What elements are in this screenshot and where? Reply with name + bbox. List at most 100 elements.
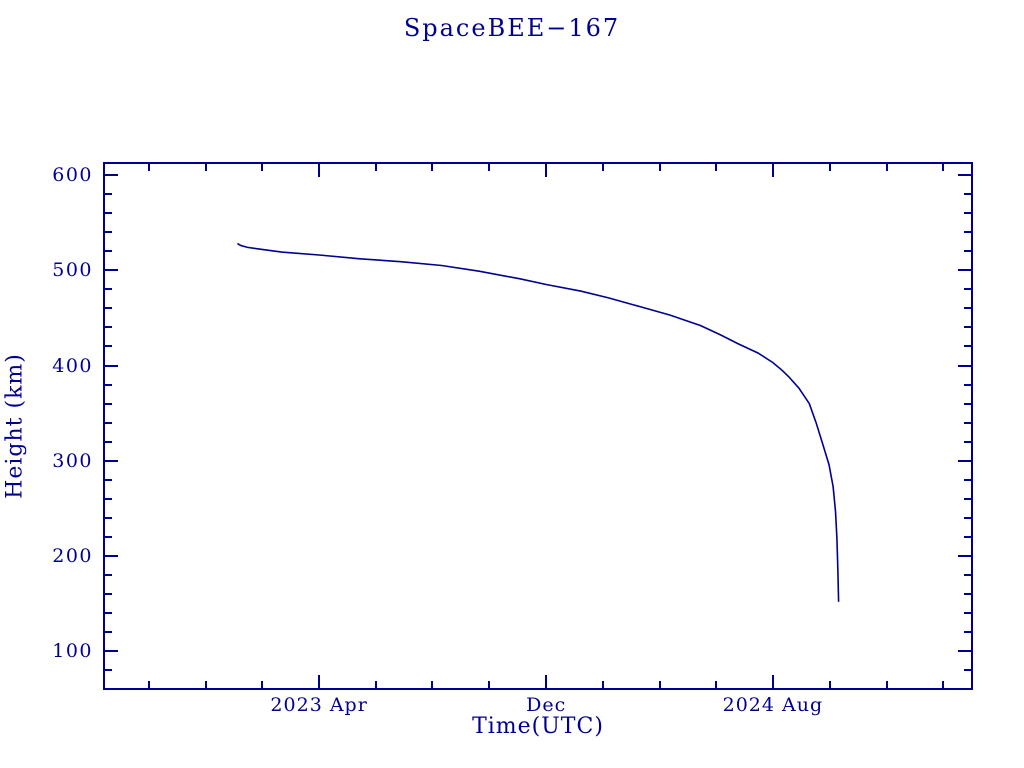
y-minor-tick <box>105 669 112 672</box>
y-minor-tick <box>964 669 971 672</box>
y-minor-tick <box>964 516 971 519</box>
y-minor-tick <box>105 593 112 596</box>
y-major-tick <box>958 459 971 462</box>
x-minor-tick <box>488 681 491 688</box>
x-major-tick <box>771 164 774 177</box>
y-minor-tick <box>105 250 112 253</box>
chart-title: SpaceBEE−167 <box>403 14 621 42</box>
y-minor-tick <box>105 402 112 405</box>
y-minor-tick <box>105 307 112 310</box>
x-tick-label: 2023 Apr <box>270 694 368 716</box>
y-minor-tick <box>105 383 112 386</box>
decay-curve <box>237 242 840 602</box>
x-axis-label: Time(UTC) <box>472 714 604 739</box>
x-minor-tick <box>942 681 945 688</box>
x-major-tick <box>771 675 774 688</box>
x-major-tick <box>545 164 548 177</box>
y-tick-label: 500 <box>52 259 93 282</box>
x-minor-tick <box>147 681 150 688</box>
x-minor-tick <box>885 164 888 171</box>
y-minor-tick <box>964 593 971 596</box>
y-minor-tick <box>964 631 971 634</box>
y-major-tick <box>958 173 971 176</box>
y-minor-tick <box>964 497 971 500</box>
x-tick-label: 2024 Aug <box>722 694 824 716</box>
x-minor-tick <box>147 164 150 171</box>
y-minor-tick <box>105 288 112 291</box>
y-major-tick <box>958 650 971 653</box>
x-minor-tick <box>431 164 434 171</box>
y-major-tick <box>958 555 971 558</box>
y-minor-tick <box>105 574 112 577</box>
x-minor-tick <box>658 164 661 171</box>
y-minor-tick <box>964 288 971 291</box>
y-minor-tick <box>105 631 112 634</box>
y-minor-tick <box>105 193 112 195</box>
y-tick-label: 400 <box>52 354 93 377</box>
y-major-tick <box>958 364 971 367</box>
y-minor-tick <box>105 326 112 329</box>
x-minor-tick <box>431 681 434 688</box>
x-minor-tick <box>601 681 604 688</box>
y-minor-tick <box>964 231 971 234</box>
y-tick-label: 600 <box>52 163 93 186</box>
y-minor-tick <box>964 212 971 215</box>
x-minor-tick <box>942 164 945 171</box>
x-minor-tick <box>828 164 831 171</box>
x-major-tick <box>545 675 548 688</box>
y-minor-tick <box>105 612 112 615</box>
y-minor-tick <box>105 516 112 519</box>
y-minor-tick <box>964 535 971 538</box>
y-minor-tick <box>964 307 971 310</box>
y-tick-label: 100 <box>52 640 93 663</box>
y-minor-tick <box>105 212 112 215</box>
y-minor-tick <box>964 421 971 424</box>
y-minor-tick <box>964 326 971 329</box>
y-minor-tick <box>964 383 971 386</box>
y-minor-tick <box>105 440 112 443</box>
y-tick-label: 300 <box>52 449 93 472</box>
y-major-tick <box>105 364 118 367</box>
x-tick-label: Dec <box>526 694 567 716</box>
x-minor-tick <box>374 681 377 688</box>
y-major-tick <box>105 173 118 176</box>
y-tick-label: 200 <box>52 545 93 568</box>
y-major-tick <box>105 650 118 653</box>
y-major-tick <box>958 269 971 272</box>
x-minor-tick <box>204 681 207 688</box>
x-minor-tick <box>828 681 831 688</box>
decay-curve-canvas <box>237 242 840 602</box>
y-major-tick <box>105 459 118 462</box>
plot-area: 600 500 400 300 200 100 2023 Apr Dec 2024 Aug <box>52 164 971 716</box>
y-minor-tick <box>964 478 971 481</box>
y-minor-tick <box>105 497 112 500</box>
y-minor-tick <box>964 250 971 253</box>
x-minor-tick <box>885 681 888 688</box>
x-minor-tick <box>658 681 661 688</box>
y-minor-tick <box>105 535 112 538</box>
y-minor-tick <box>964 193 971 195</box>
y-minor-tick <box>964 574 971 577</box>
y-minor-tick <box>964 345 971 348</box>
x-minor-tick <box>261 681 264 688</box>
x-major-tick <box>318 675 321 688</box>
x-minor-tick <box>715 164 718 171</box>
y-minor-tick <box>964 612 971 615</box>
y-minor-tick <box>105 345 112 348</box>
y-major-tick <box>105 555 118 558</box>
y-minor-tick <box>964 440 971 443</box>
y-major-tick <box>105 269 118 272</box>
x-minor-tick <box>488 164 491 171</box>
y-minor-tick <box>105 478 112 481</box>
x-minor-tick <box>601 164 604 171</box>
x-major-tick <box>318 164 321 177</box>
y-minor-tick <box>105 231 112 234</box>
x-minor-tick <box>374 164 377 171</box>
y-minor-tick <box>964 402 971 405</box>
x-minor-tick <box>715 681 718 688</box>
y-minor-tick <box>105 421 112 424</box>
plot-frame: 600 500 400 300 200 100 2023 Apr Dec 2024 Aug <box>52 162 973 716</box>
x-minor-tick <box>261 164 264 171</box>
x-minor-tick <box>204 164 207 171</box>
